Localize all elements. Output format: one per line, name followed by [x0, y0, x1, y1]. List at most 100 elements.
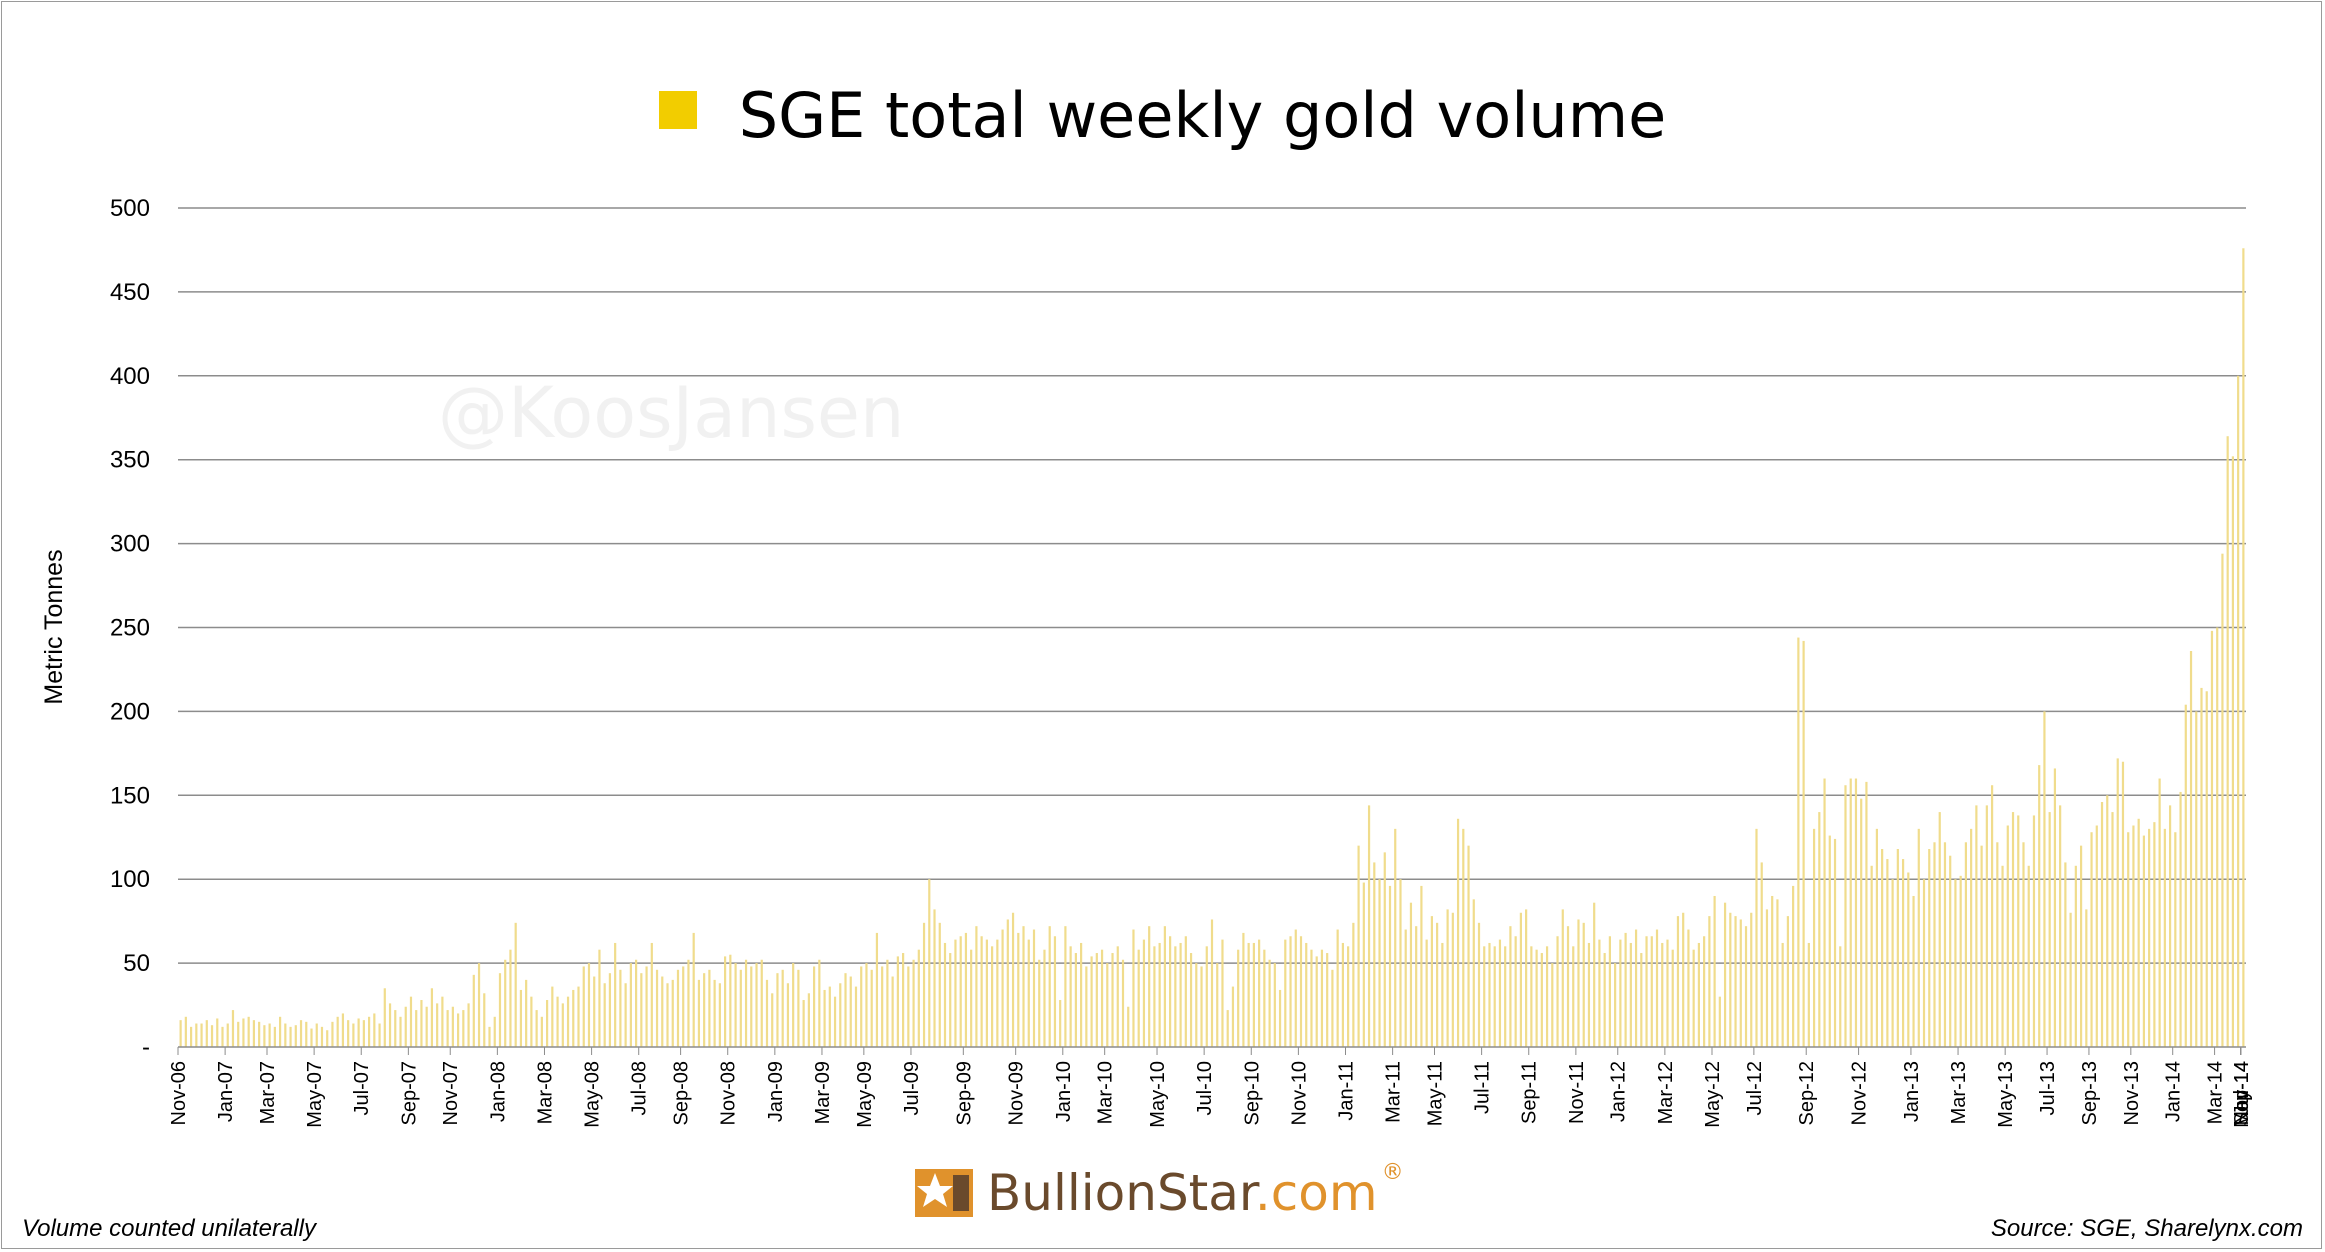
bar	[1158, 942, 1161, 1047]
bar	[1373, 862, 1376, 1047]
x-tick-label: Jan-12	[1608, 1061, 1630, 1122]
bar	[441, 996, 444, 1047]
bar	[268, 1023, 271, 1047]
bar	[2027, 865, 2030, 1047]
bar	[587, 963, 591, 1047]
bar	[2032, 815, 2036, 1047]
bar	[608, 973, 612, 1047]
bar	[1860, 798, 1863, 1047]
bar	[247, 1016, 250, 1047]
bar	[1441, 942, 1444, 1047]
bar	[1409, 902, 1413, 1047]
bar	[1074, 953, 1077, 1047]
bar	[540, 1016, 543, 1047]
bar	[1504, 946, 1507, 1047]
x-tick-label: Jan-10	[1053, 1061, 1075, 1122]
bar	[1954, 879, 1957, 1047]
bar	[1556, 936, 1559, 1047]
bar	[619, 969, 622, 1047]
bar	[1106, 963, 1109, 1047]
bar	[1001, 929, 1004, 1047]
bar	[514, 922, 517, 1047]
bar	[1430, 916, 1433, 1047]
bar	[258, 1021, 261, 1047]
bar	[1912, 895, 1915, 1047]
bar	[776, 973, 779, 1047]
bar	[1226, 1010, 1229, 1047]
x-tick-label: Nov-08	[718, 1061, 740, 1125]
bar	[713, 979, 716, 1047]
bar	[1970, 828, 1973, 1047]
bar	[252, 1020, 256, 1047]
bar	[2069, 912, 2072, 1047]
x-tick-label: Jan-13	[1901, 1061, 1923, 1122]
bar	[1085, 966, 1088, 1047]
bar	[1027, 939, 1030, 1047]
bar	[2184, 704, 2187, 1047]
bar	[1169, 936, 1172, 1047]
bar	[1420, 885, 1423, 1047]
bar	[1614, 963, 1617, 1047]
bar	[1718, 996, 1721, 1047]
bar	[582, 966, 585, 1047]
bar	[535, 1010, 538, 1047]
bar	[446, 1010, 449, 1047]
bar	[352, 1023, 355, 1047]
bar	[2121, 761, 2125, 1047]
bar	[577, 986, 580, 1047]
bar	[1964, 842, 1967, 1047]
bar	[2221, 553, 2224, 1047]
bar	[786, 983, 790, 1047]
bar	[373, 1013, 376, 1047]
footnote-volume: Volume counted unilaterally	[22, 1215, 316, 1242]
bar	[1252, 942, 1255, 1047]
x-tick-label: Sep-13	[2079, 1061, 2101, 1126]
x-tick-label: May-09	[854, 1061, 876, 1128]
bar	[938, 922, 941, 1047]
x-tick-label: May-07	[304, 1061, 326, 1128]
bar	[886, 959, 889, 1047]
bar	[2048, 812, 2051, 1047]
bar	[802, 1000, 805, 1047]
bar	[2001, 865, 2004, 1047]
bar	[1530, 946, 1533, 1047]
bar	[1425, 939, 1428, 1047]
bar	[1535, 949, 1538, 1047]
logo-name: BullionStar	[987, 1164, 1255, 1222]
bar	[1467, 845, 1470, 1047]
bar	[1582, 922, 1585, 1047]
bar	[980, 936, 983, 1047]
bar	[2090, 832, 2093, 1047]
bar	[289, 1026, 292, 1047]
bar	[2006, 825, 2009, 1047]
bar	[933, 909, 936, 1047]
bar	[1331, 969, 1334, 1047]
bar	[1352, 922, 1355, 1047]
bar	[2174, 832, 2177, 1047]
bar	[1833, 838, 1837, 1047]
y-tick-label: 200	[110, 698, 150, 725]
bar	[189, 1026, 193, 1047]
logo-text: BullionStar.com	[987, 1164, 1378, 1222]
bar	[1655, 929, 1659, 1047]
bar	[1525, 909, 1528, 1047]
bar	[1870, 865, 1873, 1047]
bar	[682, 966, 685, 1047]
bar	[603, 983, 606, 1047]
bar	[792, 963, 795, 1047]
bar	[572, 989, 575, 1047]
bar	[294, 1025, 297, 1047]
bar	[1729, 912, 1732, 1047]
x-tick-label: Nov-09	[1006, 1061, 1028, 1125]
bar	[1980, 845, 1983, 1047]
bar	[996, 939, 999, 1047]
bar	[1891, 879, 1894, 1047]
bar	[645, 966, 648, 1047]
bar	[1273, 963, 1276, 1047]
bar	[1399, 879, 1402, 1047]
bar	[551, 986, 554, 1047]
bar	[1682, 912, 1685, 1047]
bar	[2158, 778, 2161, 1047]
bar	[1488, 942, 1491, 1047]
bar	[1634, 929, 1638, 1047]
